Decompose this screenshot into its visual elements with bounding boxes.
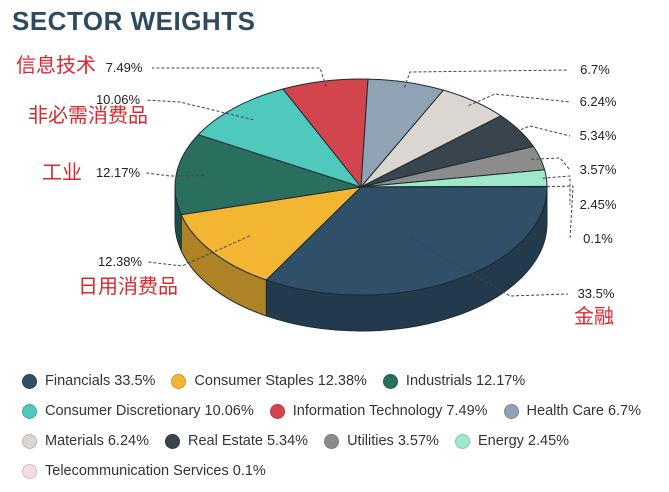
data-label-5: 6.7% (580, 62, 610, 77)
leader-line-0 (411, 238, 569, 297)
legend-swatch (22, 463, 37, 479)
legend-swatch (22, 373, 37, 389)
leader-line-7 (511, 125, 571, 137)
legend-item: Utilities 3.57% (324, 433, 439, 449)
leader-line-1 (147, 235, 250, 267)
legend-item: Materials 6.24% (22, 433, 149, 449)
pie-slice-0 (265, 186, 548, 296)
legend-swatch (382, 373, 398, 389)
legend-swatch (269, 403, 285, 419)
legend-row: Consumer Discretionary 10.06% Information… (22, 396, 662, 426)
data-label-2: 12.17% (96, 165, 141, 180)
legend-swatch (503, 403, 519, 419)
legend-label: Utilities 3.57% (347, 433, 439, 449)
pie-chart: 33.5% 金融 12.38% 日用消费品 12.17% 工业 10.06%非必需消费品 7.… (16, 53, 617, 332)
legend-swatch (22, 433, 37, 449)
legend-label: Telecommunication Services 0.1% (45, 463, 266, 479)
legend-item: Information Technology 7.49% (269, 403, 488, 419)
legend-row: Financials 33.5% Consumer Staples 12.38% I… (22, 366, 662, 396)
legend-label: Consumer Discretionary 10.06% (45, 403, 254, 419)
pie-slice-2 (174, 134, 362, 216)
leader-line-6 (468, 93, 571, 107)
legend-swatch (171, 373, 187, 389)
legend-label: Health Care 6.7% (526, 403, 641, 419)
cn-label-2: 工业 (42, 160, 82, 184)
legend-label: Industrials 12.17% (405, 373, 526, 389)
data-label-3: 10.06% (96, 92, 141, 107)
data-label-9: 2.45% (580, 197, 617, 212)
chart-legend: Financials 33.5% Consumer Staples 12.38% I… (22, 366, 662, 486)
legend-row: Materials 6.24% Real Estate 5.34% Utilitie… (22, 426, 662, 456)
data-label-10: 0.1% (583, 231, 613, 246)
data-label-7: 5.34% (580, 128, 617, 143)
cn-label-1: 日用消费品 (78, 274, 178, 298)
legend-label: Information Technology 7.49% (292, 403, 488, 419)
data-label-0: 33.5% (578, 286, 615, 301)
pie-slice-10 (360, 185, 548, 188)
legend-item: Consumer Staples 12.38% (171, 373, 367, 389)
leader-line-10 (546, 185, 574, 240)
legend-item: Health Care 6.7% (503, 403, 641, 419)
chart-title: SECTOR WEIGHTS (12, 6, 256, 36)
legend-item: Financials 33.5% (22, 373, 155, 389)
cn-label-3: 非必需消费品 (28, 103, 148, 127)
legend-item: Industrials 12.17% (382, 373, 526, 389)
leader-line-3 (145, 99, 254, 121)
legend-item: Telecommunication Services 0.1% (22, 463, 266, 479)
legend-label: Materials 6.24% (45, 433, 149, 449)
legend-label: Energy 2.45% (477, 433, 570, 449)
legend-label: Consumer Staples 12.38% (194, 373, 367, 389)
data-label-8: 3.57% (580, 162, 617, 177)
legend-swatch (324, 433, 340, 449)
legend-label: Financials 33.5% (45, 373, 156, 389)
leader-line-9 (542, 175, 571, 205)
legend-swatch (454, 433, 470, 449)
data-label-6: 6.24% (580, 94, 617, 109)
data-label-1: 12.38% (98, 254, 143, 269)
legend-item: Consumer Discretionary 10.06% (22, 403, 254, 419)
leader-line-2 (145, 172, 205, 177)
legend-item: Real Estate 5.34% (164, 433, 309, 449)
legend-label: Real Estate 5.34% (187, 433, 309, 449)
leader-line-4 (152, 67, 327, 87)
cn-label-4: 信息技术 (16, 53, 96, 77)
data-label-4: 7.49% (106, 60, 143, 75)
legend-swatch (164, 433, 180, 449)
legend-swatch (22, 403, 37, 419)
cn-label-0: 金融 (574, 304, 614, 328)
legend-item: Energy 2.45% (454, 433, 570, 449)
pie-slice-3 (197, 88, 363, 188)
legend-row: Telecommunication Services 0.1% (22, 456, 662, 486)
leader-line-5 (403, 69, 568, 88)
